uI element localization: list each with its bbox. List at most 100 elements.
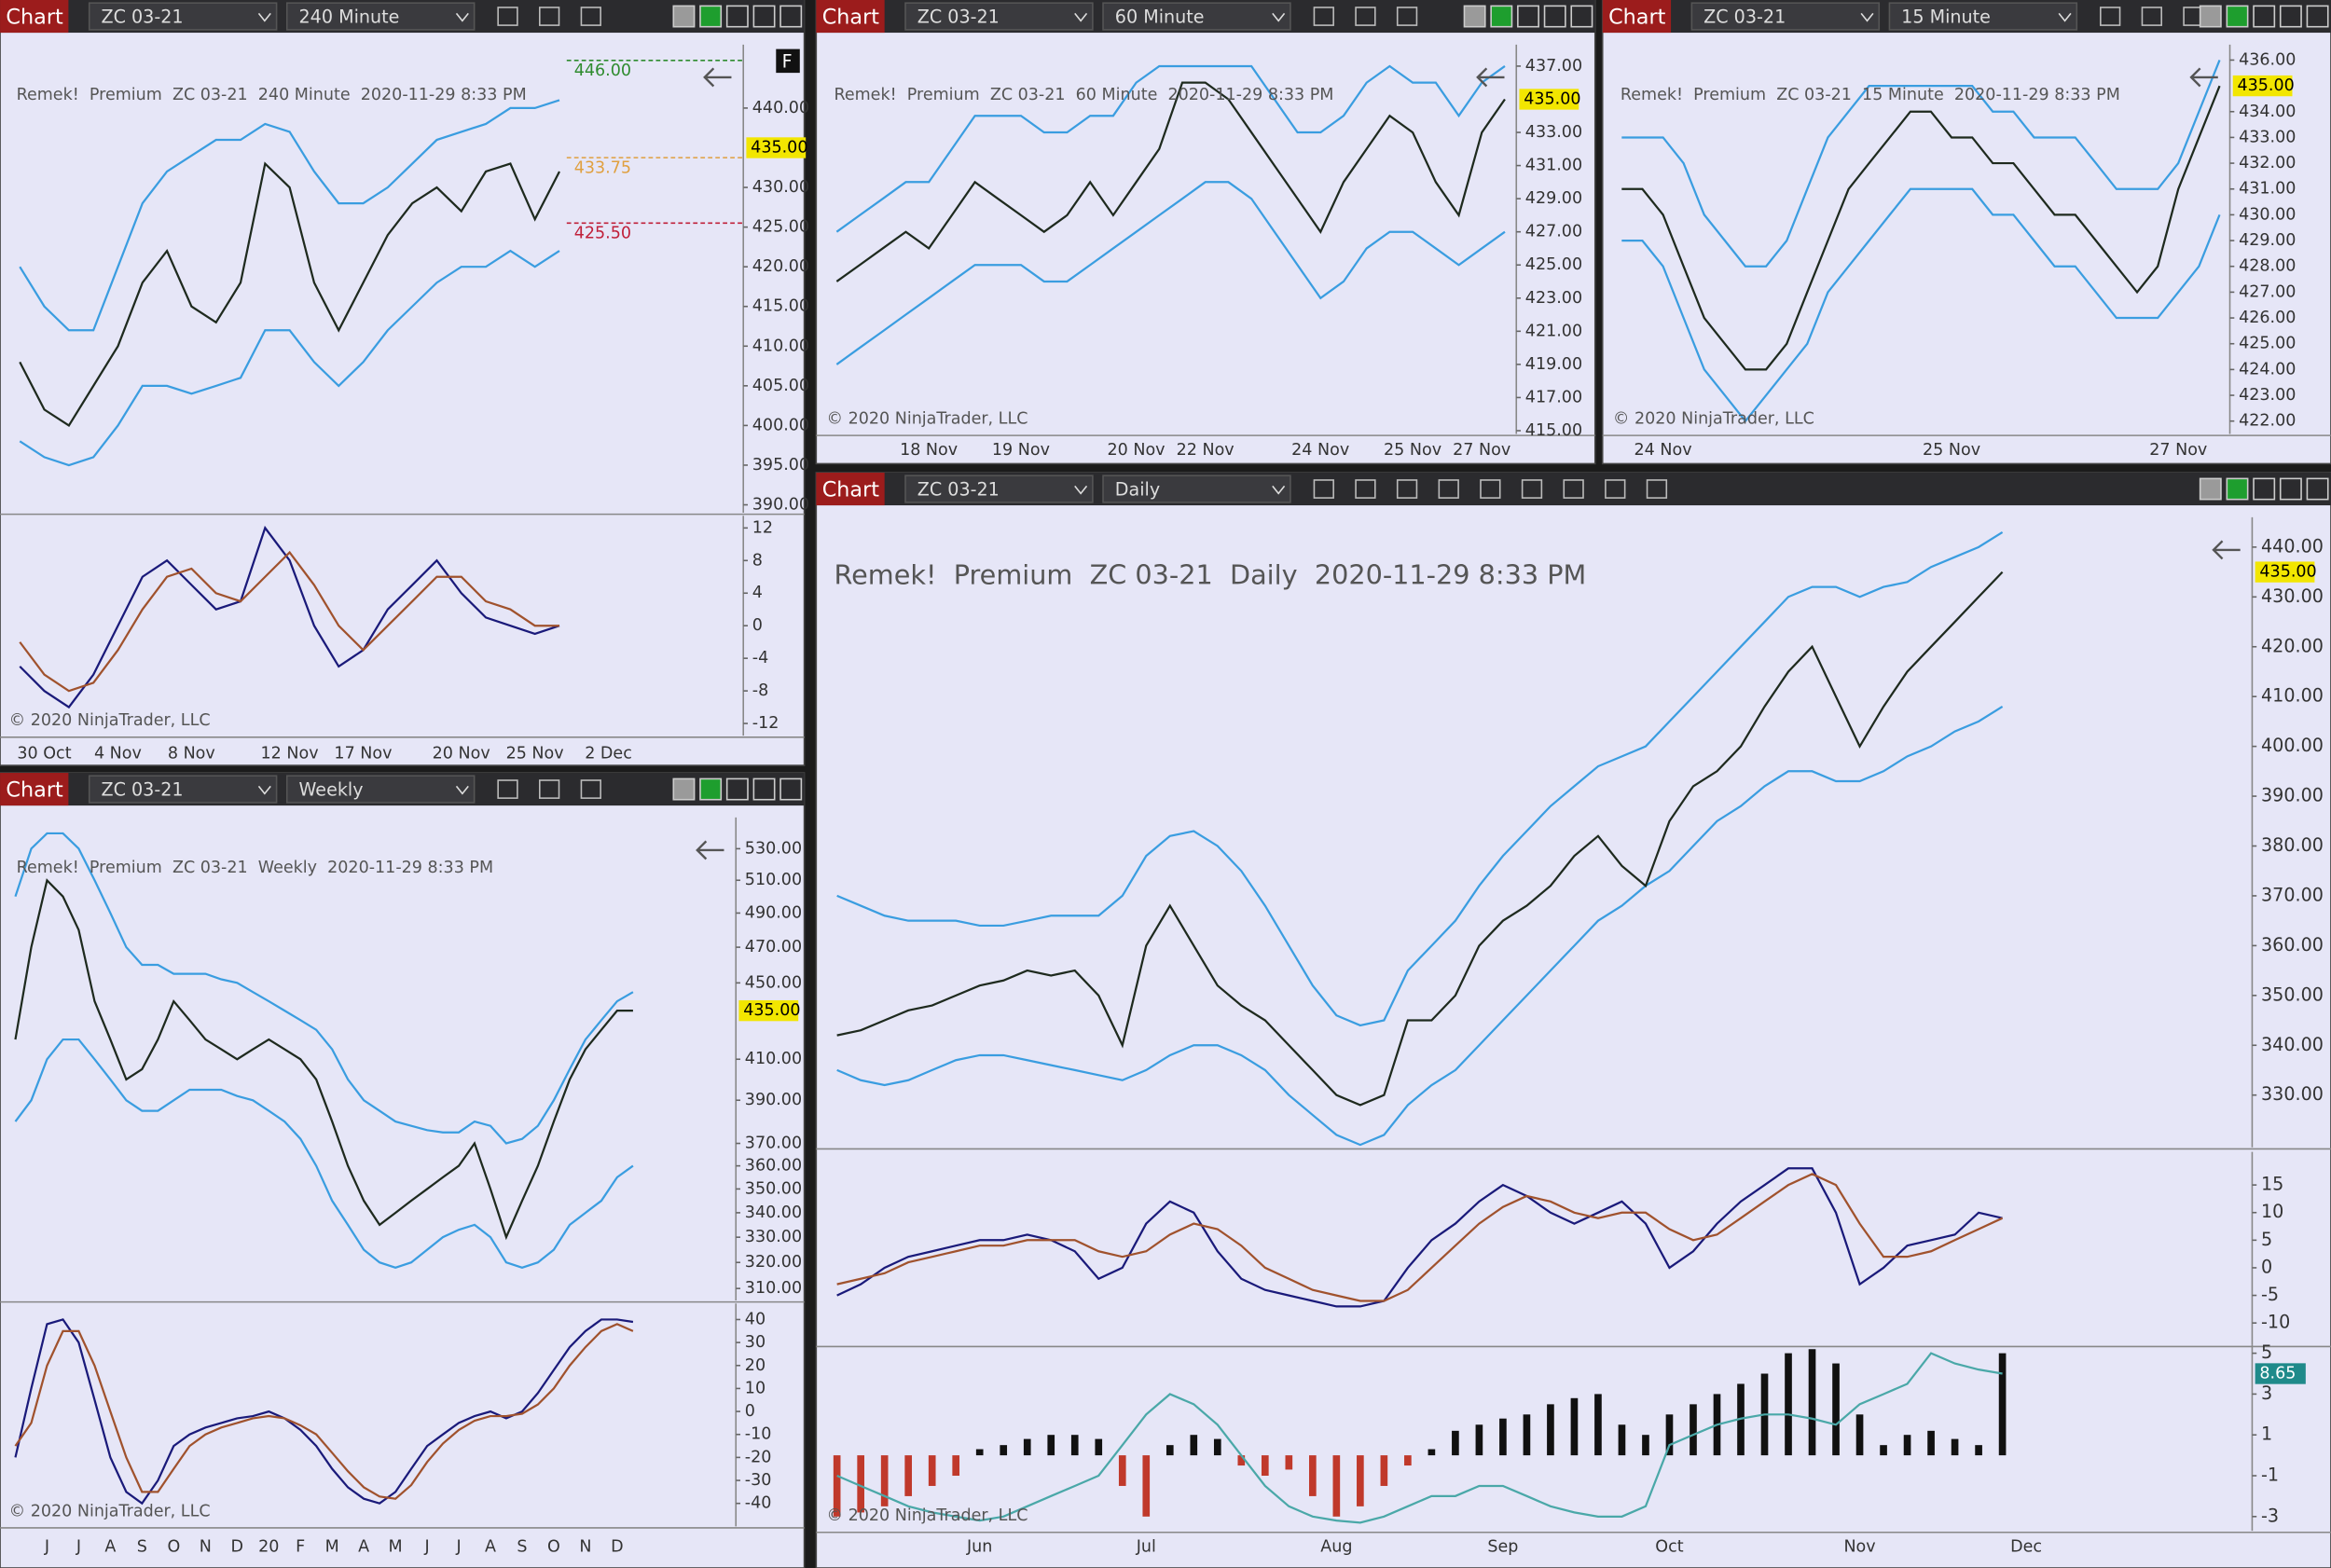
- window-button[interactable]: [752, 5, 776, 28]
- x-tick-label: 19 Nov: [992, 441, 1050, 460]
- window-button[interactable]: [2253, 477, 2276, 501]
- toolbar-icon[interactable]: [1396, 7, 1418, 26]
- tab-label[interactable]: Chart: [822, 478, 880, 502]
- toolbar-icon[interactable]: [1605, 479, 1626, 499]
- instrument-label[interactable]: ZC 03-21: [101, 779, 183, 801]
- window-button[interactable]: [2199, 477, 2222, 501]
- toolbar-icon[interactable]: [497, 7, 518, 26]
- tab-label[interactable]: Chart: [6, 778, 63, 803]
- window-button[interactable]: [2279, 477, 2302, 501]
- interval-label[interactable]: Weekly: [299, 779, 364, 801]
- toolbar-icon[interactable]: [538, 7, 560, 26]
- interval-label[interactable]: 240 Minute: [299, 7, 400, 28]
- instrument-label[interactable]: ZC 03-21: [917, 7, 1000, 28]
- window-button[interactable]: [752, 777, 776, 801]
- back-arrow[interactable]: [2189, 67, 2218, 88]
- y-tick-label: 423.00: [1525, 289, 1582, 308]
- interval-dropdown[interactable]: [1102, 475, 1291, 503]
- tab[interactable]: [816, 472, 885, 506]
- window-button[interactable]: [672, 5, 696, 28]
- tab[interactable]: [0, 773, 69, 806]
- window-button[interactable]: [699, 777, 723, 801]
- window-button[interactable]: [1490, 5, 1513, 28]
- window-button[interactable]: [779, 5, 803, 28]
- toolbar-icon[interactable]: [1521, 479, 1543, 499]
- tab[interactable]: [0, 0, 69, 34]
- toolbar-icon[interactable]: [538, 779, 560, 799]
- instrument-dropdown[interactable]: [88, 775, 278, 804]
- window-button[interactable]: [672, 777, 696, 801]
- dropdown-arrow[interactable]: [257, 12, 271, 22]
- tab[interactable]: [816, 0, 885, 34]
- dropdown-arrow[interactable]: [1074, 485, 1088, 495]
- toolbar-icon[interactable]: [2141, 7, 2162, 26]
- dropdown-arrow[interactable]: [455, 12, 469, 22]
- window-button[interactable]: [2226, 477, 2249, 501]
- instrument-dropdown[interactable]: [1690, 2, 1881, 31]
- window-button[interactable]: [699, 5, 723, 28]
- instrument-dropdown[interactable]: [88, 2, 278, 31]
- interval-dropdown[interactable]: [1102, 2, 1291, 31]
- toolbar-icon[interactable]: [580, 7, 601, 26]
- back-arrow[interactable]: [703, 67, 732, 88]
- tab-label[interactable]: Chart: [1608, 6, 1666, 30]
- series-line: [835, 181, 1506, 365]
- window-button[interactable]: [779, 777, 803, 801]
- interval-label[interactable]: 15 Minute: [1901, 7, 1991, 28]
- instrument-label[interactable]: ZC 03-21: [917, 479, 1000, 501]
- window-button[interactable]: [2199, 5, 2222, 28]
- x-tick-label: Jul: [1136, 1538, 1156, 1557]
- toolbar-icon[interactable]: [1480, 479, 1501, 499]
- dropdown-arrow[interactable]: [257, 785, 271, 795]
- window-button[interactable]: [725, 777, 749, 801]
- interval-dropdown[interactable]: [285, 775, 476, 804]
- interval-label[interactable]: Daily: [1115, 479, 1160, 501]
- window-button[interactable]: [2253, 5, 2276, 28]
- instrument-label[interactable]: ZC 03-21: [101, 7, 183, 28]
- histogram-bar: [1880, 1445, 1887, 1456]
- last-price-label: 435.00: [751, 138, 807, 157]
- window-button[interactable]: [1463, 5, 1486, 28]
- tab-label[interactable]: Chart: [822, 6, 880, 30]
- toolbar-icon[interactable]: [580, 779, 601, 799]
- window-button[interactable]: [1570, 5, 1593, 28]
- dropdown-arrow[interactable]: [1074, 12, 1088, 22]
- f-button-label[interactable]: F: [782, 50, 793, 72]
- window-button[interactable]: [725, 5, 749, 28]
- dropdown-arrow[interactable]: [455, 785, 469, 795]
- dropdown-arrow[interactable]: [1860, 12, 1874, 22]
- interval-dropdown[interactable]: [285, 2, 476, 31]
- y-tick-label: -20: [745, 1448, 772, 1466]
- toolbar-icon[interactable]: [1396, 479, 1418, 499]
- interval-dropdown[interactable]: [1888, 2, 2078, 31]
- toolbar-icon[interactable]: [497, 779, 518, 799]
- back-arrow[interactable]: [696, 840, 724, 860]
- window-button[interactable]: [2306, 477, 2329, 501]
- toolbar-icon[interactable]: [1438, 479, 1459, 499]
- window-button[interactable]: [2306, 5, 2329, 28]
- toolbar-icon[interactable]: [1646, 479, 1668, 499]
- dropdown-arrow[interactable]: [1272, 12, 1286, 22]
- toolbar-icon[interactable]: [2100, 7, 2121, 26]
- dropdown-arrow[interactable]: [2058, 12, 2072, 22]
- interval-label[interactable]: 60 Minute: [1115, 7, 1205, 28]
- f-button[interactable]: [776, 48, 800, 74]
- tab[interactable]: [1602, 0, 1672, 34]
- back-arrow[interactable]: [1476, 67, 1505, 88]
- instrument-dropdown[interactable]: [904, 2, 1094, 31]
- toolbar-icon[interactable]: [1313, 479, 1334, 499]
- toolbar-icon[interactable]: [1355, 7, 1376, 26]
- toolbar-icon[interactable]: [1355, 479, 1376, 499]
- dropdown-arrow[interactable]: [1272, 485, 1286, 495]
- window-button[interactable]: [2226, 5, 2249, 28]
- y-tick-label: 431.00: [2239, 180, 2296, 199]
- toolbar-icon[interactable]: [1563, 479, 1584, 499]
- window-button[interactable]: [1517, 5, 1539, 28]
- instrument-label[interactable]: ZC 03-21: [1703, 7, 1786, 28]
- toolbar-icon[interactable]: [1313, 7, 1334, 26]
- back-arrow[interactable]: [2212, 540, 2241, 560]
- tab-label[interactable]: Chart: [6, 6, 63, 30]
- window-button[interactable]: [2279, 5, 2302, 28]
- instrument-dropdown[interactable]: [904, 475, 1094, 503]
- window-button[interactable]: [1543, 5, 1566, 28]
